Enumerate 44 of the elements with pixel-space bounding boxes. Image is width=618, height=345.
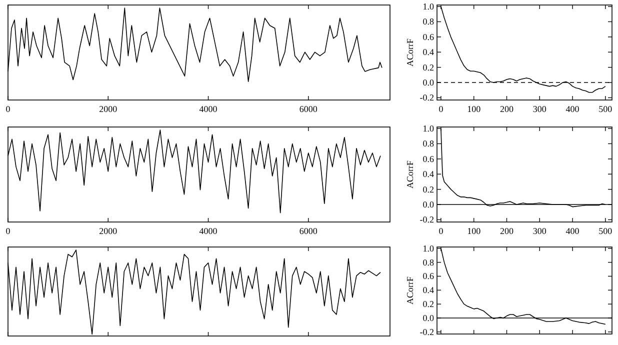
y-tick-label: 0.8: [422, 138, 434, 149]
x-tick-label: 100: [467, 104, 482, 114]
y-tick-label: 0.0: [422, 78, 434, 88]
x-tick-label: 300: [532, 104, 547, 114]
x-tick-label: 100: [467, 226, 482, 236]
y-tick-label: 0.0: [422, 312, 434, 323]
y-tick-label: 0.4: [422, 47, 434, 58]
y-tick-label: 0.6: [422, 271, 434, 282]
x-tick-label: 500: [598, 104, 613, 114]
y-tick-label: -0.2: [420, 214, 434, 225]
x-tick-label: 0: [6, 226, 11, 236]
x-tick-label: 0: [438, 104, 444, 114]
y-axis-title: ACorrF: [405, 38, 415, 67]
y-tick-label: -0.2: [420, 326, 434, 337]
y-axis-title: ACorrF: [405, 160, 415, 189]
x-tick-label: 400: [566, 226, 580, 236]
x-tick-label: 2000: [99, 226, 118, 236]
x-tick-label: 200: [500, 104, 514, 114]
x-tick-label: 400: [566, 104, 580, 114]
x-tick-label: 0: [438, 226, 444, 236]
y-tick-label: 0.6: [422, 32, 434, 42]
x-tick-label: 200: [500, 226, 514, 236]
y-tick-label: 1.0: [422, 243, 434, 254]
y-tick-label: 0.0: [422, 200, 434, 210]
y-tick-label: -0.2: [420, 92, 434, 103]
y-tick-label: 1.0: [422, 124, 434, 134]
y-tick-label: 0.2: [422, 62, 434, 72]
x-tick-label: 0: [6, 104, 11, 114]
y-tick-label: 0.6: [422, 154, 434, 164]
y-tick-label: 0.8: [422, 16, 434, 27]
x-tick-label: 6000: [299, 104, 318, 114]
x-tick-label: 4000: [199, 104, 218, 114]
y-axis-title: ACorrF: [405, 276, 415, 305]
y-tick-label: 0.4: [422, 169, 434, 180]
x-tick-label: 2000: [99, 104, 118, 114]
x-tick-label: 6000: [299, 226, 318, 236]
x-tick-label: 500: [598, 226, 613, 236]
y-tick-label: 0.8: [422, 257, 434, 268]
y-tick-label: 1.0: [422, 2, 434, 12]
y-tick-label: 0.4: [422, 285, 434, 296]
y-tick-label: 0.2: [422, 184, 434, 194]
y-tick-label: 0.2: [422, 299, 434, 310]
x-tick-label: 4000: [199, 226, 218, 236]
x-tick-label: 300: [532, 226, 547, 236]
